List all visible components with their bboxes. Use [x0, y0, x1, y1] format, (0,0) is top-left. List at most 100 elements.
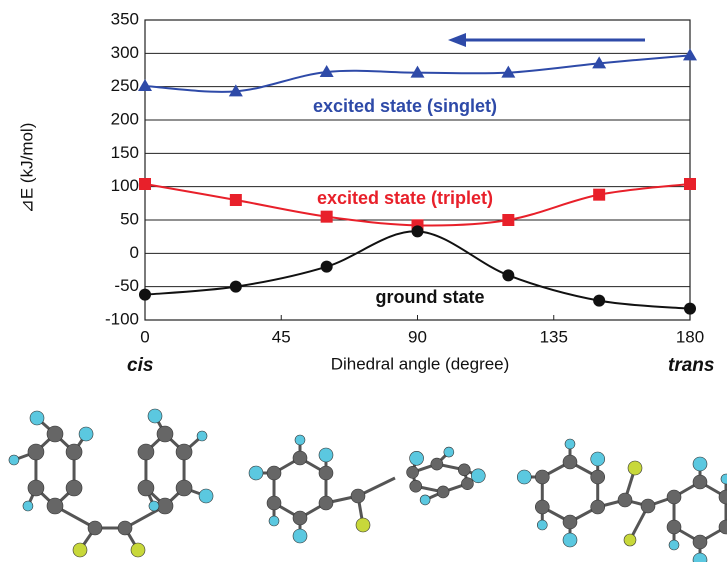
atom: [293, 529, 307, 543]
marker: [593, 189, 605, 201]
atom: [249, 466, 263, 480]
arrow-head: [448, 33, 466, 47]
marker: [139, 289, 151, 301]
x-axis-label: Dihedral angle (degree): [331, 354, 510, 373]
atom: [667, 490, 681, 504]
atom: [269, 516, 279, 526]
x-tick-label: 135: [540, 327, 568, 346]
x-tick-label: 90: [408, 327, 427, 346]
atom: [693, 535, 707, 549]
atom: [319, 466, 333, 480]
marker: [684, 178, 696, 190]
atom: [693, 475, 707, 489]
y-tick-label: 300: [111, 43, 139, 62]
atom: [9, 455, 19, 465]
atom: [351, 489, 365, 503]
atom: [47, 498, 63, 514]
atom: [319, 448, 333, 462]
y-tick-label: 200: [111, 109, 139, 128]
atom: [47, 426, 63, 442]
marker: [230, 194, 242, 206]
atom: [267, 496, 281, 510]
atom: [461, 478, 473, 490]
marker: [230, 281, 242, 293]
atom: [356, 518, 370, 532]
molecule-illustrations: [9, 409, 727, 562]
atom: [28, 444, 44, 460]
atom: [431, 458, 443, 470]
atom: [28, 480, 44, 496]
atom: [535, 470, 549, 484]
atom: [293, 451, 307, 465]
atom: [407, 466, 419, 478]
atom: [618, 493, 632, 507]
atom: [591, 500, 605, 514]
series-label: ground state: [375, 287, 484, 307]
atom: [148, 409, 162, 423]
atom: [73, 543, 87, 557]
atom: [66, 480, 82, 496]
marker: [412, 225, 424, 237]
atom: [410, 480, 422, 492]
atom: [641, 499, 655, 513]
atom: [30, 411, 44, 425]
atom: [437, 486, 449, 498]
atom: [88, 521, 102, 535]
atom: [624, 534, 636, 546]
atom: [138, 480, 154, 496]
atom: [176, 444, 192, 460]
x-tick-label: 180: [676, 327, 704, 346]
marker: [502, 269, 514, 281]
atom: [157, 498, 173, 514]
marker: [139, 178, 151, 190]
atom: [471, 469, 485, 483]
marker: [684, 303, 696, 315]
x-tick-label: 45: [272, 327, 291, 346]
y-tick-label: -100: [105, 309, 139, 328]
atom: [563, 515, 577, 529]
atom: [197, 431, 207, 441]
marker: [593, 295, 605, 307]
atom: [410, 451, 424, 465]
atom: [721, 474, 727, 484]
atom: [295, 435, 305, 445]
y-tick-label: 150: [111, 143, 139, 162]
y-axis-label: ⊿E (kJ/mol): [17, 123, 36, 214]
annotation: cis: [127, 355, 153, 376]
atom: [537, 520, 547, 530]
atom: [628, 461, 642, 475]
atom: [667, 520, 681, 534]
y-tick-label: 250: [111, 76, 139, 95]
atom: [319, 496, 333, 510]
atom: [535, 500, 549, 514]
atom: [517, 470, 531, 484]
chart: ⊿E (kJ/mol) Dihedral angle (degree) cis …: [0, 0, 727, 562]
annotation: trans: [668, 355, 714, 376]
atom: [669, 540, 679, 550]
marker: [683, 48, 697, 60]
series-label: excited state (triplet): [317, 188, 493, 208]
atom: [131, 543, 145, 557]
series-label: excited state (singlet): [313, 96, 497, 116]
atom: [444, 447, 454, 457]
atom: [79, 427, 93, 441]
atom: [591, 452, 605, 466]
atom: [563, 455, 577, 469]
y-tick-label: 50: [120, 209, 139, 228]
atom: [693, 553, 707, 562]
atom: [565, 439, 575, 449]
atom: [149, 501, 159, 511]
atom: [458, 464, 470, 476]
marker: [502, 214, 514, 226]
y-tick-label: 100: [111, 176, 139, 195]
atom: [563, 533, 577, 547]
atom: [267, 466, 281, 480]
plot-frame: [145, 20, 690, 320]
atom: [176, 480, 192, 496]
x-tick-label: 0: [140, 327, 149, 346]
atom: [66, 444, 82, 460]
atom: [138, 444, 154, 460]
atom: [199, 489, 213, 503]
atom: [693, 457, 707, 471]
y-tick-label: 350: [111, 9, 139, 28]
